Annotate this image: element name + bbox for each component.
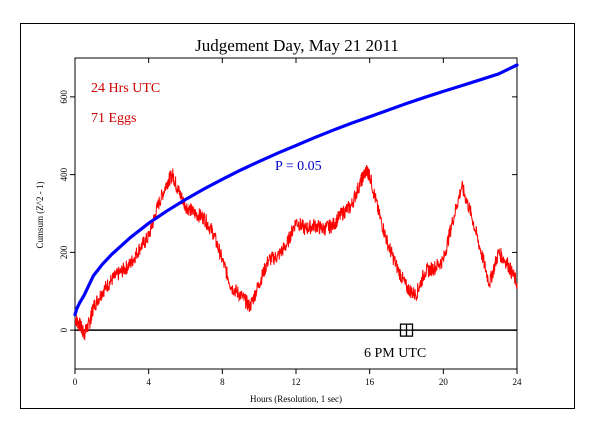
x-tick-label: 0 (73, 377, 78, 387)
x-tick-label: 16 (365, 377, 375, 387)
y-tick-label: 600 (59, 90, 69, 104)
probability-envelope-line (73, 63, 519, 317)
x-tick-label: 4 (146, 377, 151, 387)
outer-frame (20, 23, 575, 409)
y-tick-label: 400 (59, 167, 69, 181)
x-tick-label: 20 (439, 377, 449, 387)
y-tick-label: 0 (59, 327, 69, 332)
annotation-hours: 24 Hrs UTC (91, 81, 160, 96)
plot-area: 0 4 8 12 16 20 24 0 200 400 600 (59, 57, 523, 387)
annotation-marker: 6 PM UTC (364, 346, 426, 361)
y-tick-label: 200 (59, 245, 69, 259)
x-axis-label: Hours (Resolution, 1 sec) (250, 394, 342, 404)
x-tick-label: 24 (513, 377, 523, 387)
y-axis-label: Cumsum (Z^2 - 1) (35, 182, 45, 249)
x-tick-label: 8 (220, 377, 225, 387)
cumsum-line (74, 165, 518, 341)
annotation-probability: P = 0.05 (275, 159, 322, 174)
annotation-eggs: 71 Eggs (91, 111, 137, 126)
x-tick-label: 12 (292, 377, 301, 387)
chart-title: Judgement Day, May 21 2011 (195, 36, 399, 55)
